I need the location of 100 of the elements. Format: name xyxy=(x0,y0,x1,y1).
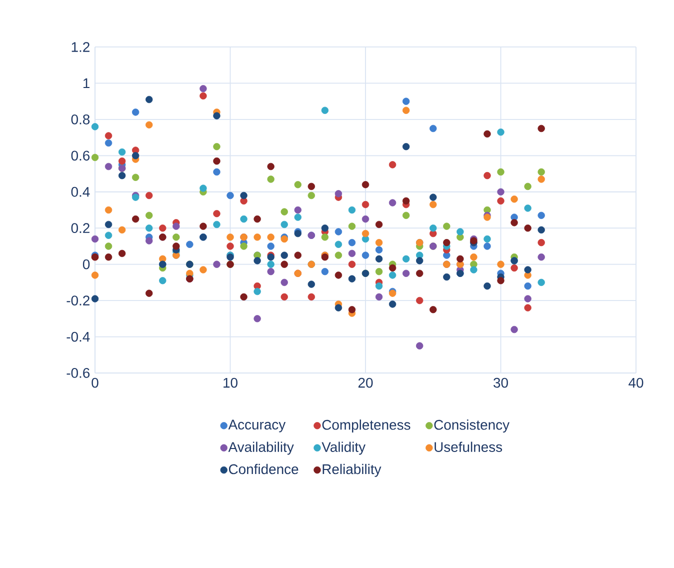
point xyxy=(430,194,437,201)
point xyxy=(118,157,126,165)
point xyxy=(280,252,288,259)
point xyxy=(348,238,356,246)
legend-label: Validity xyxy=(322,442,366,455)
point xyxy=(443,273,450,281)
point xyxy=(497,168,504,176)
point xyxy=(321,224,329,232)
point xyxy=(118,226,126,234)
y-tick-label: 0.8 xyxy=(71,114,90,124)
point xyxy=(254,257,261,264)
point xyxy=(254,215,261,223)
point xyxy=(240,293,248,301)
point xyxy=(104,139,112,147)
point xyxy=(267,162,274,170)
point xyxy=(213,210,220,218)
point xyxy=(524,295,532,302)
point xyxy=(375,282,383,290)
point xyxy=(538,226,545,234)
point xyxy=(280,208,288,216)
point xyxy=(334,190,342,198)
point xyxy=(104,220,112,228)
point xyxy=(456,255,464,262)
point xyxy=(375,246,383,254)
point xyxy=(213,143,220,150)
point xyxy=(321,234,329,241)
point xyxy=(334,304,342,312)
point xyxy=(416,257,424,264)
point xyxy=(104,232,112,239)
point xyxy=(538,212,545,220)
point xyxy=(172,234,180,241)
point xyxy=(334,272,342,279)
y-tick-label: 0.6 xyxy=(71,150,90,161)
point xyxy=(104,206,112,214)
point xyxy=(200,92,207,100)
point xyxy=(104,132,112,140)
point xyxy=(375,293,383,301)
y-tick-label: -0.2 xyxy=(66,296,90,306)
point xyxy=(524,204,532,212)
point xyxy=(402,255,410,262)
point xyxy=(213,168,220,176)
point xyxy=(484,282,491,290)
x-tick-label: 30 xyxy=(494,378,508,388)
point xyxy=(267,268,274,276)
point xyxy=(146,224,153,232)
point xyxy=(321,106,329,114)
legend-label: Reliability xyxy=(322,464,382,477)
point xyxy=(510,264,518,272)
point xyxy=(348,260,356,268)
point xyxy=(510,219,518,226)
point xyxy=(213,220,220,228)
point xyxy=(524,224,532,232)
point xyxy=(430,200,437,208)
point xyxy=(280,278,288,286)
point xyxy=(118,172,126,180)
point xyxy=(538,168,545,176)
point xyxy=(362,215,370,223)
point xyxy=(388,264,396,272)
point xyxy=(280,220,288,228)
point xyxy=(200,184,207,192)
point xyxy=(200,85,207,92)
point xyxy=(200,266,207,274)
point xyxy=(91,123,99,130)
y-tick-label: 0.2 xyxy=(71,223,90,234)
point xyxy=(118,148,126,156)
point xyxy=(362,230,370,238)
x-tick-label: 40 xyxy=(628,378,644,388)
point xyxy=(375,255,383,262)
point xyxy=(226,192,234,200)
point xyxy=(497,277,504,284)
point xyxy=(159,224,166,232)
point xyxy=(416,270,424,277)
point xyxy=(524,266,532,274)
point xyxy=(524,282,532,290)
point xyxy=(456,228,464,236)
point xyxy=(510,326,518,334)
point xyxy=(146,121,153,128)
legend-label: Consistency xyxy=(434,420,510,433)
point xyxy=(484,172,491,180)
point xyxy=(186,240,194,248)
point xyxy=(334,228,342,236)
point xyxy=(172,242,180,250)
point xyxy=(91,295,99,302)
point xyxy=(470,253,478,261)
point xyxy=(538,253,545,261)
point xyxy=(132,108,140,116)
point xyxy=(240,215,248,223)
point xyxy=(308,182,316,190)
point xyxy=(267,176,274,183)
point xyxy=(348,206,356,214)
point xyxy=(538,176,545,183)
x-tick-label: 0 xyxy=(92,378,98,388)
point xyxy=(402,98,410,105)
point xyxy=(497,197,504,205)
point xyxy=(402,270,410,277)
point xyxy=(294,181,302,188)
point xyxy=(416,296,424,304)
point xyxy=(267,260,274,268)
point xyxy=(375,220,383,228)
point xyxy=(443,222,450,230)
